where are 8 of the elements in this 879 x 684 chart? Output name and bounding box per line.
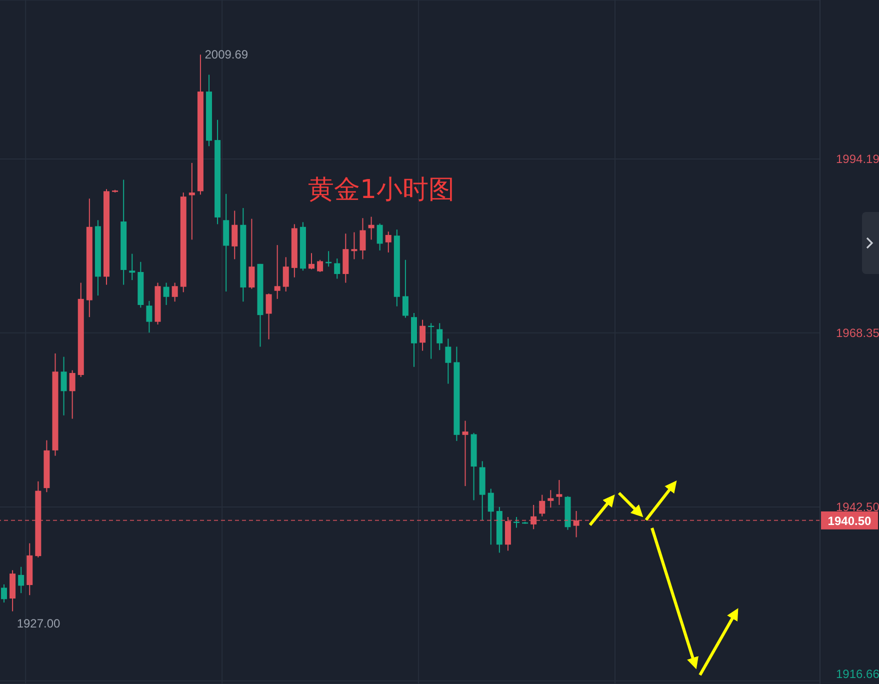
y-tick-label: 1942.50 — [836, 500, 879, 514]
y-tick-label: 1916.66 — [836, 667, 879, 681]
y-tick-label: 1994.19 — [836, 152, 879, 166]
annotation: 2009.69 — [204, 48, 248, 62]
ref-line-label: 1940.50 — [828, 514, 872, 528]
text: 黄金1小时图 — [308, 175, 455, 205]
y-tick-label: 1968.35 — [836, 326, 879, 340]
annotation: 1927.00 — [16, 616, 61, 630]
